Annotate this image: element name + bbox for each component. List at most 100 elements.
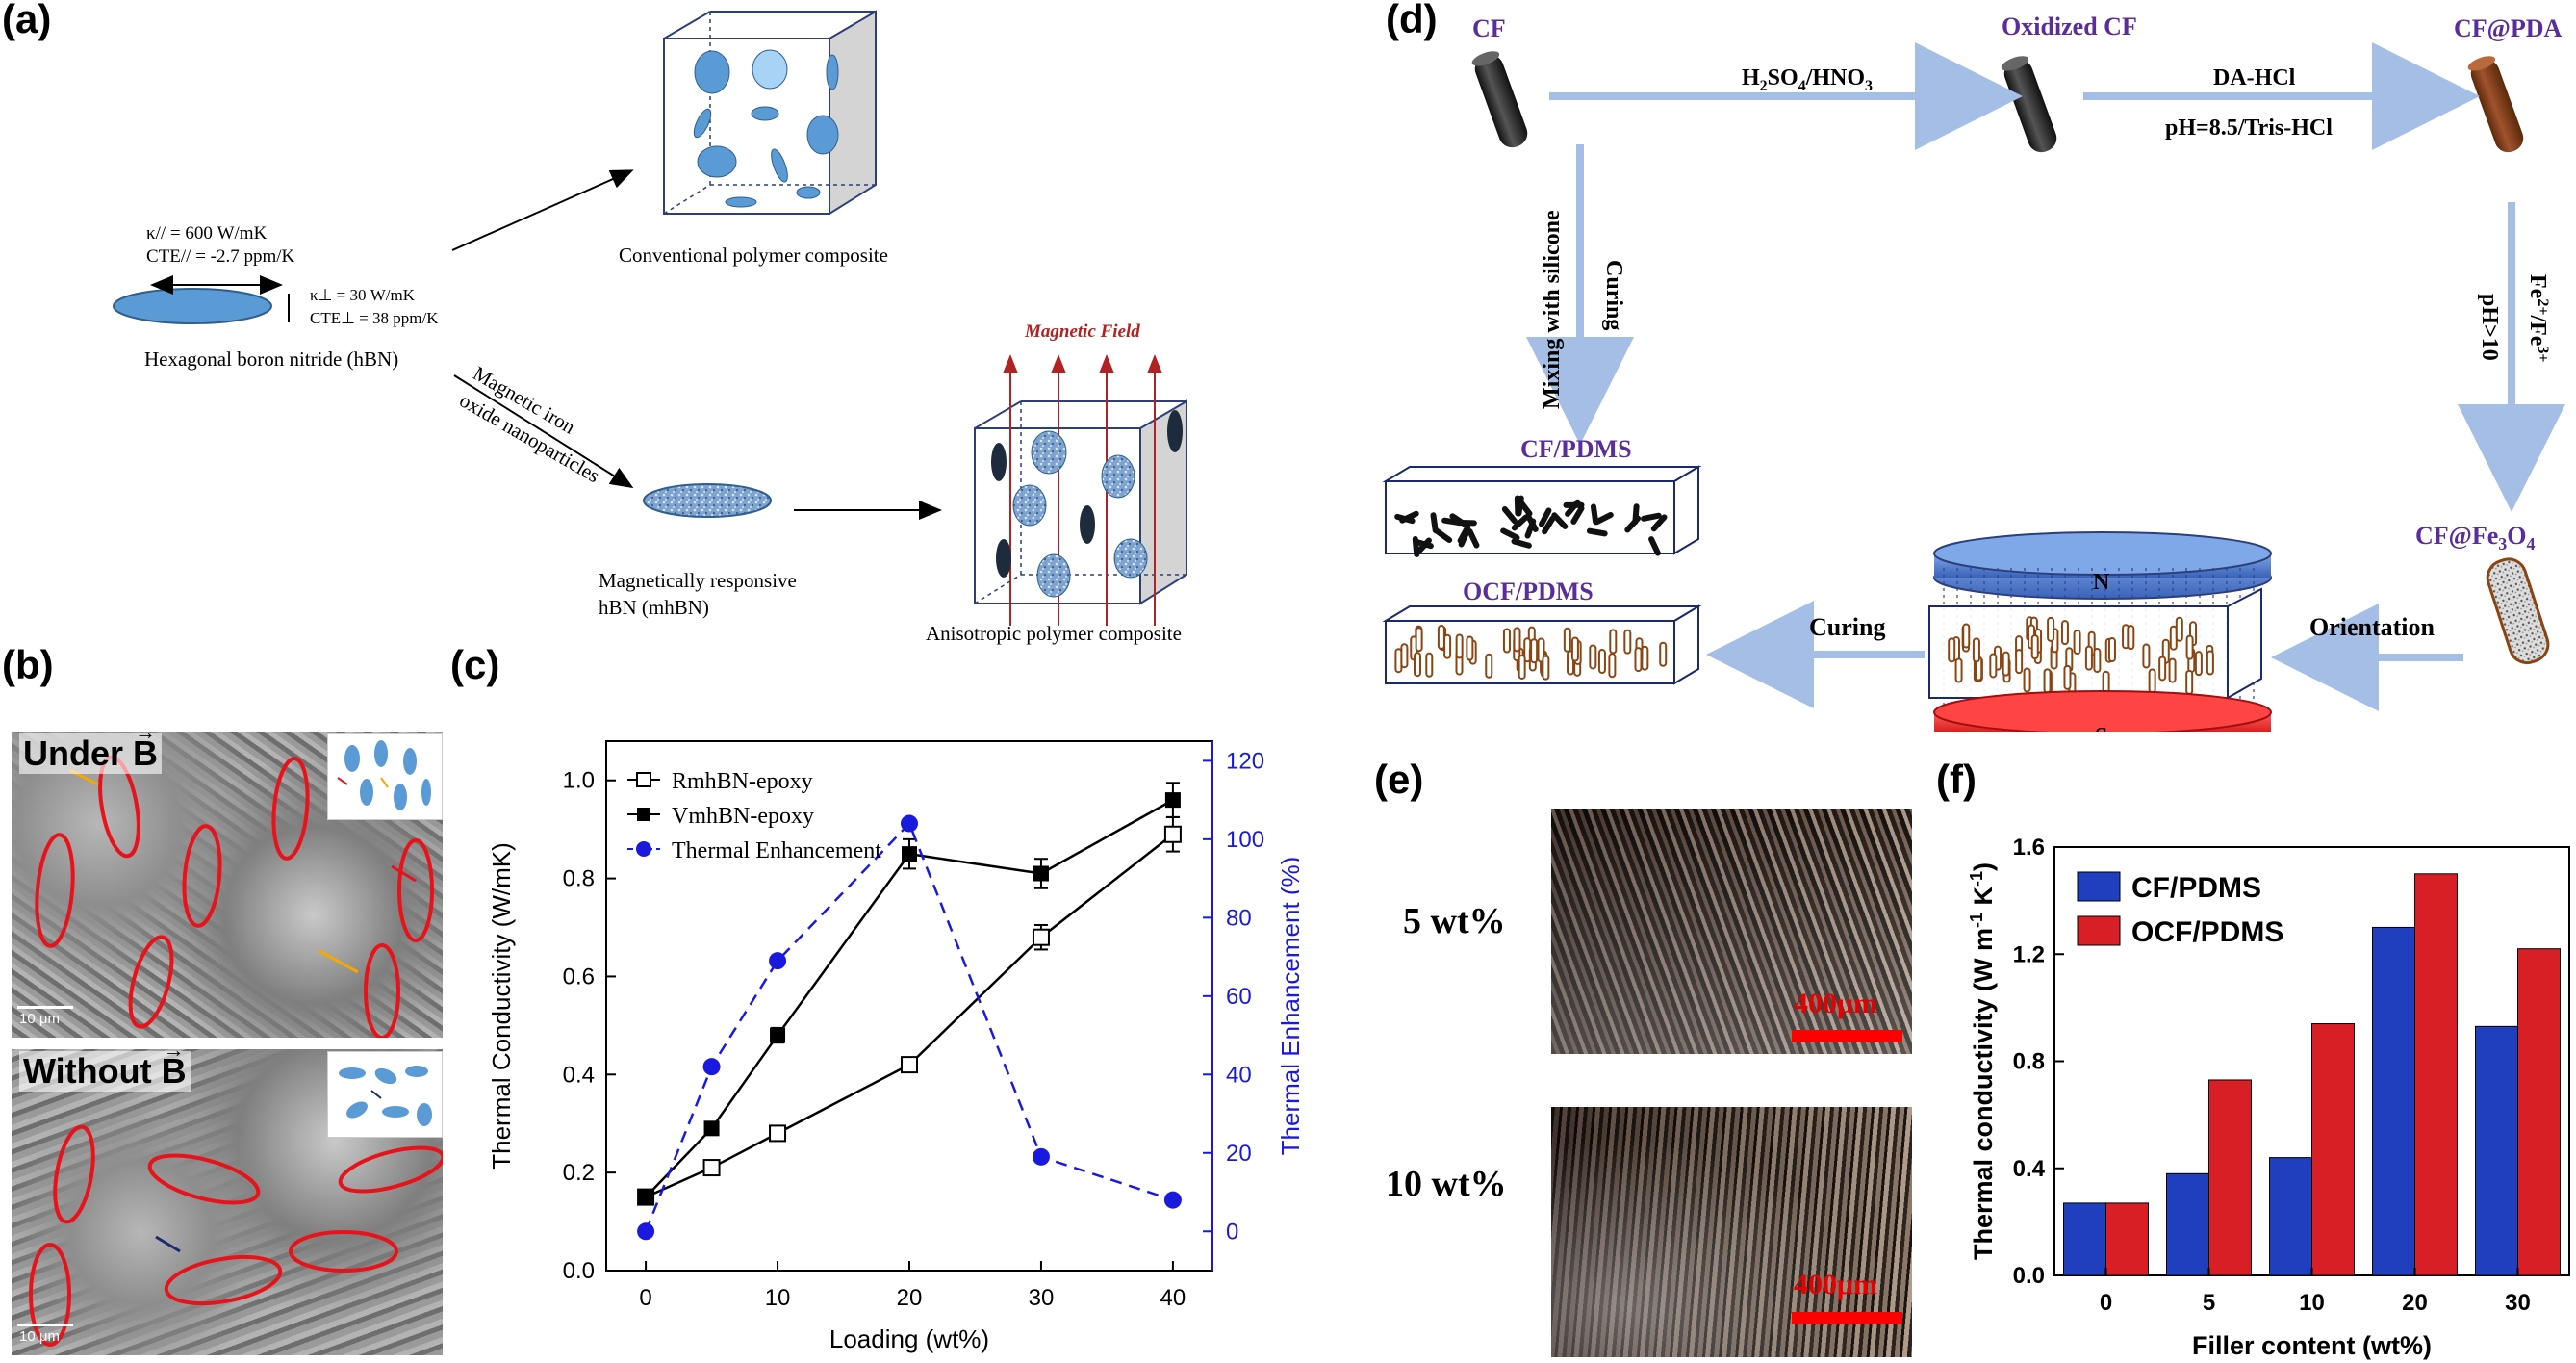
y-tick-label: 0.4 — [2013, 1156, 2046, 1182]
x-tick-label: 30 — [2505, 1290, 2531, 1316]
point-2-2 — [769, 952, 787, 970]
hbn-label: Hexagonal boron nitride (hBN) — [144, 347, 398, 371]
point-1-0 — [638, 1189, 654, 1205]
b-vector-bottom: → B — [161, 1038, 187, 1091]
point-0-1 — [702, 1159, 721, 1177]
point-2-1 — [702, 1058, 721, 1076]
cf-pdms-box — [1382, 465, 1702, 557]
legend-label: RmhBN-epoxy — [672, 769, 813, 794]
magnet-assembly: N S — [1928, 531, 2272, 732]
x-tick-label: 20 — [897, 1285, 923, 1311]
inset-aligned-schematic — [327, 733, 443, 820]
y-right-tick-label: 20 — [1226, 1141, 1252, 1167]
point-2-3 — [901, 814, 918, 833]
series-line-2 — [644, 821, 1174, 1232]
y-right-tick-label: 60 — [1226, 984, 1252, 1010]
legend-label: VmhBN-epoxy — [672, 804, 814, 829]
hbn-flake — [113, 288, 272, 324]
point-0-2 — [769, 1124, 787, 1143]
micrograph-10wt: 400μm — [1551, 1107, 1912, 1357]
point-1-3 — [902, 846, 917, 862]
legend-marker — [637, 808, 650, 821]
filler-content-bar-chart: 0.0 0.4 0.8 1.2 1.6 0 5 10 20 30 Filler content (w… — [1967, 835, 2570, 1360]
anisotropic-cube — [974, 354, 1187, 626]
micrograph-5wt: 400μm — [1551, 809, 1912, 1054]
x-tick-label: 30 — [1029, 1285, 1055, 1311]
panel-e-letter: (e) — [1374, 757, 1424, 802]
legend-marker — [636, 772, 651, 787]
series-line-1 — [645, 799, 1174, 1198]
x-tick-label: 40 — [1160, 1285, 1186, 1311]
fe-ions-label: Fe2+/Fe3+ — [2525, 274, 2551, 363]
hbn-kappa-perp: κ⊥ = 30 W/mK — [310, 286, 416, 304]
y-right-tick-label: 100 — [1226, 827, 1264, 853]
without-text: Without — [23, 1051, 152, 1091]
bar-CF/PDMS-30 — [2475, 1025, 2518, 1276]
y-tick-label: 0.0 — [563, 1258, 595, 1284]
panel-d-schematic: CF Oxidized CF CF@PDA H2SO4/HNO3 DA-HCl … — [1382, 13, 2565, 732]
bar-OCF/PDMS-0 — [2105, 1202, 2149, 1276]
without-b-label: Without → B — [19, 1038, 191, 1092]
north-label: N — [2093, 570, 2110, 595]
conventional-label: Conventional polymer composite — [619, 244, 888, 267]
magnetic-field-label: Magnetic Field — [1024, 321, 1140, 342]
ocf-pdms-box — [1382, 604, 1702, 685]
point-2-5 — [1163, 1191, 1182, 1209]
mhbn-flake — [643, 483, 772, 518]
orientation-label: Orientation — [2309, 613, 2436, 641]
cf-pdms-label: CF/PDMS — [1520, 435, 1632, 463]
series-line-0 — [645, 833, 1174, 1198]
panel-b-letter: (b) — [2, 642, 54, 687]
x-tick-label: 20 — [2402, 1290, 2428, 1316]
da-hcl-label: DA-HCl — [2213, 65, 2296, 90]
y-axis-label: Thermal Conductivity (W/mK) — [487, 842, 516, 1170]
x-axis-label: Filler content (wt%) — [2192, 1331, 2432, 1360]
y-right-axis-label: Thermal Enhancement (%) — [1276, 857, 1299, 1156]
bar-CF/PDMS-10 — [2269, 1157, 2312, 1276]
acid-label: H2SO4/HNO3 — [1742, 65, 1873, 94]
bar-OCF/PDMS-20 — [2414, 873, 2458, 1276]
cf-label: CF — [1472, 14, 1506, 42]
point-1-1 — [703, 1120, 720, 1137]
legend-marker — [636, 841, 651, 857]
mhbn-label-2: hBN (mhBN) — [599, 596, 709, 619]
cf-pda-label: CF@PDA — [2454, 14, 2563, 42]
point-2-0 — [637, 1222, 655, 1241]
y-tick-label: 1.0 — [563, 768, 595, 794]
bar-CF/PDMS-5 — [2166, 1172, 2209, 1276]
y-right-tick-label: 120 — [1226, 748, 1264, 774]
south-label: S — [2095, 724, 2107, 732]
bar-CF/PDMS-20 — [2372, 926, 2415, 1276]
point-1-5 — [1164, 792, 1181, 809]
wt5-label: 5 wt% — [1403, 901, 1506, 941]
legend-label: Thermal Enhancement — [672, 838, 881, 863]
x-tick-label: 0 — [639, 1285, 651, 1311]
y-right-tick-label: 40 — [1226, 1062, 1252, 1088]
y-tick-label: 0.6 — [563, 964, 595, 990]
under-text: Under — [23, 733, 124, 773]
y-right-tick-label: 0 — [1226, 1219, 1238, 1245]
y-tick-label: 1.6 — [2013, 835, 2045, 861]
point-1-2 — [770, 1027, 786, 1043]
inset-random-schematic — [327, 1051, 443, 1138]
hbn-cte-par: CTE// = -2.7 ppm/K — [146, 246, 295, 267]
under-b-label: Under → B — [19, 720, 163, 774]
y-axis-label: Thermal conductivity (W m-1 K-1) — [1967, 862, 1998, 1260]
hbn-cte-perp: CTE⊥ = 38 ppm/K — [310, 309, 439, 327]
y-tick-label: 0.0 — [2013, 1263, 2045, 1289]
bar-OCF/PDMS-30 — [2517, 948, 2561, 1276]
y-tick-label: 0.8 — [2013, 1049, 2045, 1075]
y-tick-label: 1.2 — [2013, 941, 2045, 967]
x-tick-label: 5 — [2203, 1290, 2215, 1316]
bar-OCF/PDMS-10 — [2311, 1023, 2355, 1276]
panel-d-letter: (d) — [1386, 0, 1438, 41]
thermal-conductivity-line-chart: 0 10 20 30 40 0.0 0.2 0.4 0.6 0.8 1.0 0 20 40 60 80 100 1… — [487, 740, 1299, 1353]
legend-swatch — [2077, 915, 2121, 946]
y-tick-label: 0.8 — [563, 866, 595, 892]
ocf-pdms-label: OCF/PDMS — [1463, 578, 1594, 605]
legend-label: OCF/PDMS — [2131, 916, 2283, 948]
ph10-label: pH>10 — [2477, 294, 2502, 361]
ph-tris-label: pH=8.5/Tris-HCl — [2165, 116, 2333, 141]
y-tick-label: 0.2 — [563, 1160, 595, 1186]
mixing-label: Mixing with silicone — [1540, 210, 1565, 409]
